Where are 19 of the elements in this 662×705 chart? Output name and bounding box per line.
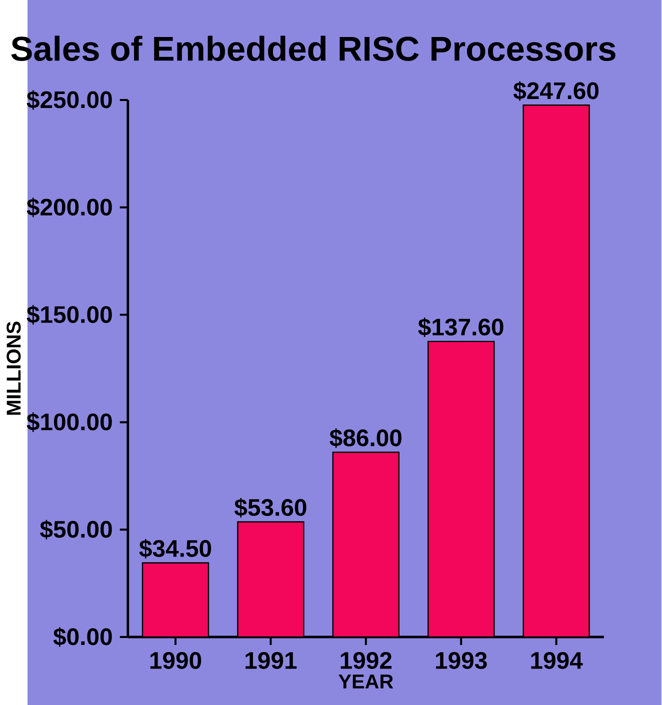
y-tick-label: $50.00 xyxy=(40,520,112,540)
y-tick-label: $150.00 xyxy=(26,305,112,325)
data-label: $137.60 xyxy=(418,318,504,338)
x-tick-label: 1991 xyxy=(246,652,297,669)
y-tick-label: $0.00 xyxy=(54,627,112,647)
x-tick-label: 1992 xyxy=(341,652,392,669)
chart-title: Sales of Embedded RISC Processors xyxy=(12,36,616,62)
data-label: $53.60 xyxy=(234,498,307,518)
y-tick-label: $100.00 xyxy=(26,412,112,432)
y-tick-label: $200.00 xyxy=(26,198,112,218)
x-axis-title: YEAR xyxy=(338,674,394,688)
x-tick-label: 1990 xyxy=(150,652,202,669)
y-axis-title: MILLIONS xyxy=(6,322,21,415)
data-label: $34.50 xyxy=(139,538,212,559)
data-label: $247.60 xyxy=(514,81,599,101)
x-tick-label: 1993 xyxy=(436,652,488,670)
y-tick-label: $250.00 xyxy=(26,90,112,110)
x-tick-label: 1994 xyxy=(531,652,583,669)
data-label: $86.00 xyxy=(330,428,402,448)
